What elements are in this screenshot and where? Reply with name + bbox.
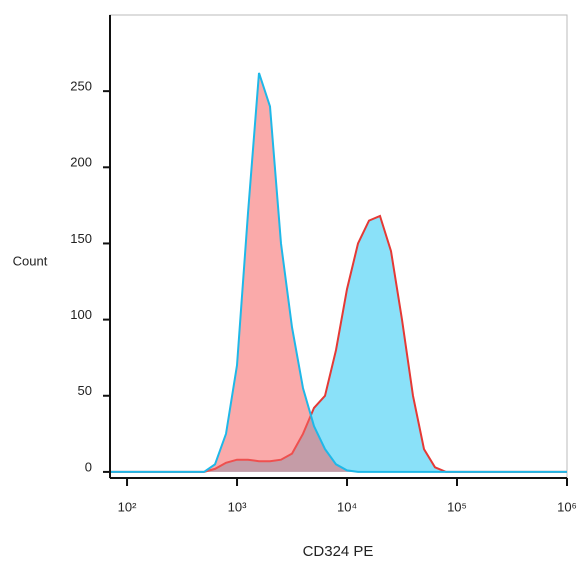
y-tick-label: 0 (85, 459, 92, 474)
x-axis-label: CD324 PE (303, 543, 374, 560)
x-tick-label: 10² (118, 499, 137, 514)
histogram-area (110, 216, 567, 472)
y-tick-label: 50 (78, 383, 92, 398)
y-axis-label: Count (13, 253, 48, 268)
x-tick-label: 10⁴ (337, 499, 357, 514)
x-tick-label: 10⁶ (557, 499, 577, 514)
x-tick-label: 10³ (228, 499, 247, 514)
y-tick-label: 250 (70, 79, 92, 94)
x-tick-label: 10⁵ (447, 499, 467, 514)
histogram-line (110, 72, 567, 473)
y-tick-label: 200 (70, 155, 92, 170)
y-tick-label: 150 (70, 231, 92, 246)
y-tick-label: 100 (70, 307, 92, 322)
